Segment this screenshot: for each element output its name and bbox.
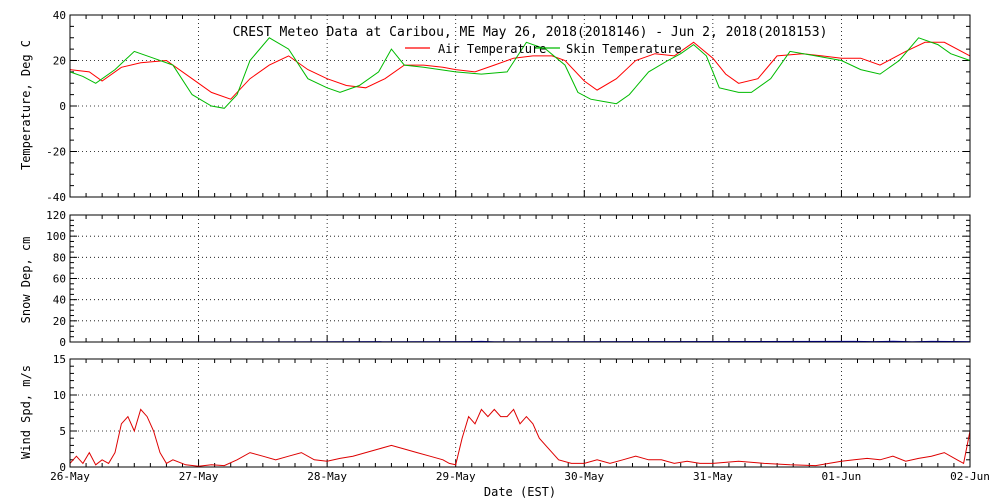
x-tick-label: 27-May [179, 470, 219, 483]
wind-speed-y-tick-label: 5 [59, 425, 66, 438]
temperature-y-tick-label: -40 [46, 191, 66, 204]
x-axis-label: Date (EST) [484, 485, 556, 499]
legend-label-air-temperature: Air Temperature [438, 42, 546, 56]
x-tick-label: 31-May [693, 470, 733, 483]
y-axis-label-snow-depth: Snow Dep, cm [19, 237, 33, 324]
wind-speed-plot-frame [69, 358, 971, 468]
x-tick-label: 01-Jun [822, 470, 862, 483]
temperature-y-tick-label: 0 [59, 100, 66, 113]
temperature-y-tick-label: 20 [53, 55, 66, 68]
temperature-panel: -40 -20 0 20 40 [46, 9, 971, 204]
chart-title: CREST Meteo Data at Caribou, ME May 26, … [233, 25, 828, 40]
snow-depth-y-tick-label: 120 [46, 209, 66, 222]
snow-depth-y-tick-label: 80 [53, 251, 66, 264]
temperature-y-tick-label: -20 [46, 146, 66, 159]
y-axis-label-wind-speed: Wind Spd, m/s [19, 365, 33, 459]
snow-depth-y-tick-label: 40 [53, 294, 66, 307]
wind-speed-y-tick-label: 0 [59, 461, 66, 474]
temperature-series-line-skin-temperature [69, 37, 971, 109]
snow-depth-y-tick-label: 0 [59, 336, 66, 349]
snow-depth-y-tick-label: 20 [53, 315, 66, 328]
x-tick-label: 02-Jun [950, 470, 990, 483]
wind-speed-series-line-data [69, 408, 971, 467]
wind-speed-y-tick-label: 10 [53, 389, 66, 402]
wind-speed-panel: 0 5 10 15 26-May 27-May 28-May 29-May 30-May 31-M… [50, 353, 990, 483]
wind-speed-y-tick-label: 15 [53, 353, 66, 366]
snow-depth-plot-frame [69, 214, 971, 343]
x-tick-label: 26-May [50, 470, 90, 483]
snow-depth-y-tick-label: 60 [53, 273, 66, 286]
chart-legend: Air Temperature Skin Temperature [405, 42, 682, 56]
snow-depth-panel: 0 20 40 60 80 100 120 [46, 209, 971, 349]
x-tick-label: 28-May [307, 470, 347, 483]
legend-label-skin-temperature: Skin Temperature [566, 42, 682, 56]
x-tick-label: 30-May [564, 470, 604, 483]
y-axis-label-temperature: Temperature, Deg C [19, 40, 33, 170]
temperature-y-tick-label: 40 [53, 9, 66, 22]
temperature-plot-frame [69, 14, 971, 198]
snow-depth-y-tick-label: 100 [46, 230, 66, 243]
x-tick-label: 29-May [436, 470, 476, 483]
